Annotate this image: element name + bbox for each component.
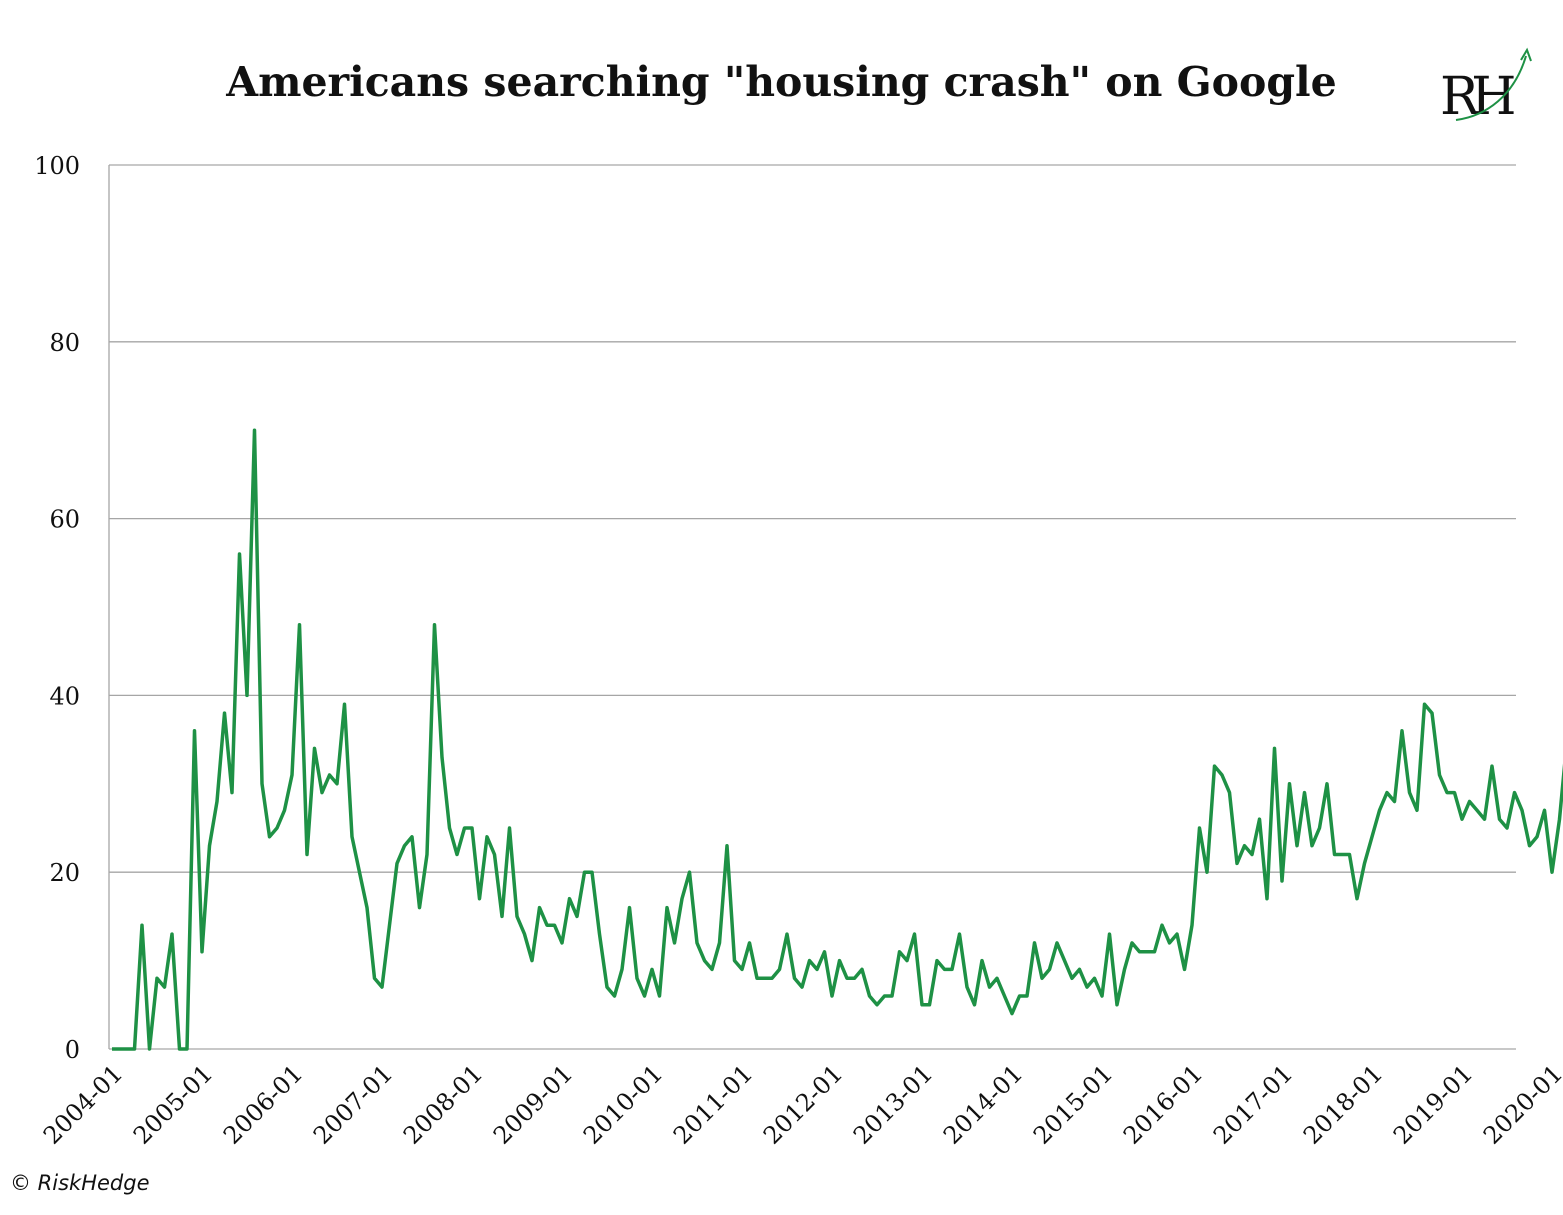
- y-tick-label: 20: [49, 859, 80, 887]
- y-axis-ticks: 0 20 40 60 80 100: [34, 152, 80, 1064]
- x-tick-label: 2009-01: [488, 1059, 578, 1149]
- logo-text: RH: [1440, 67, 1514, 126]
- series-group: [112, 428, 1563, 1051]
- chart-title: Americans searching "housing crash" on G…: [226, 58, 1337, 106]
- x-tick-label: 2018-01: [1298, 1059, 1388, 1149]
- x-tick-label: 2007-01: [308, 1059, 398, 1149]
- x-tick-label: 2016-01: [1118, 1059, 1208, 1149]
- x-tick-label: 2019-01: [1388, 1059, 1478, 1149]
- x-tick-label: 2011-01: [668, 1059, 758, 1149]
- y-tick-label: 60: [49, 506, 80, 534]
- gridlines: [108, 164, 1516, 1050]
- y-tick-label: 100: [34, 152, 80, 180]
- series-line: [112, 428, 1563, 1051]
- y-tick-label: 0: [65, 1036, 80, 1064]
- x-tick-label: 2014-01: [938, 1059, 1028, 1149]
- x-tick-label: 2010-01: [578, 1059, 668, 1149]
- x-tick-label: 2005-01: [128, 1059, 218, 1149]
- y-tick-label: 40: [49, 682, 80, 710]
- x-tick-label: 2004-01: [38, 1059, 128, 1149]
- x-tick-label: 2008-01: [398, 1059, 488, 1149]
- x-axis-ticks: 2004-01 2005-01 2006-01 2007-01 2008-01 2009-…: [38, 1059, 1563, 1149]
- x-tick-label: 2012-01: [758, 1059, 848, 1149]
- x-tick-label: 2017-01: [1208, 1059, 1298, 1149]
- x-tick-label: 2015-01: [1028, 1059, 1118, 1149]
- copyright-credit: © RiskHedge: [10, 1171, 150, 1195]
- riskhedge-logo: RH: [1440, 47, 1532, 126]
- x-tick-label: 2020-01: [1478, 1059, 1563, 1149]
- x-tick-label: 2006-01: [218, 1059, 308, 1149]
- y-tick-label: 80: [49, 329, 80, 357]
- x-tick-label: 2013-01: [848, 1059, 938, 1149]
